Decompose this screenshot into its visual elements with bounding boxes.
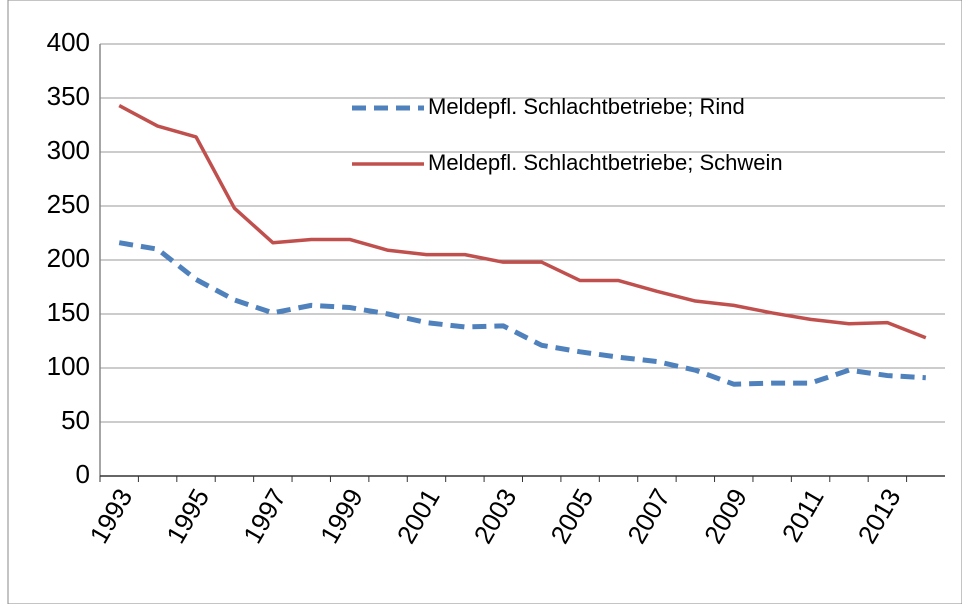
- frame: [7, 0, 962, 604]
- x-tick-label: 1999: [314, 483, 369, 548]
- x-tick-label: 2013: [852, 483, 907, 548]
- y-tick-label: 400: [47, 27, 90, 57]
- line: [118, 104, 927, 340]
- x-tick-label: 2009: [698, 483, 753, 548]
- x-tick-label: 1997: [237, 483, 292, 548]
- y-tick-label: 350: [47, 81, 90, 111]
- x-tick-label: 2001: [391, 483, 446, 548]
- legend-label: Meldepfl. Schlachtbetriebe; Schwein: [428, 150, 783, 175]
- y-tick-label: 250: [47, 189, 90, 219]
- y-tick-label: 100: [47, 351, 90, 381]
- x-tick-label: 1995: [160, 483, 215, 548]
- y-tick-label: 150: [47, 297, 90, 327]
- x-tick-label: 1993: [83, 483, 138, 548]
- x-tick-label: 2005: [544, 483, 599, 548]
- y-tick-label: 300: [47, 135, 90, 165]
- y-tick-label: 200: [47, 243, 90, 273]
- line: [118, 240, 926, 387]
- x-tick-label: 2007: [621, 483, 676, 548]
- y-tick-label: 50: [61, 405, 90, 435]
- x-tick-label: 2003: [468, 483, 523, 548]
- y-tick-label: 0: [76, 459, 90, 489]
- legend-label: Meldepfl. Schlachtbetriebe; Rind: [428, 94, 745, 119]
- x-tick-label: 2011: [776, 483, 830, 546]
